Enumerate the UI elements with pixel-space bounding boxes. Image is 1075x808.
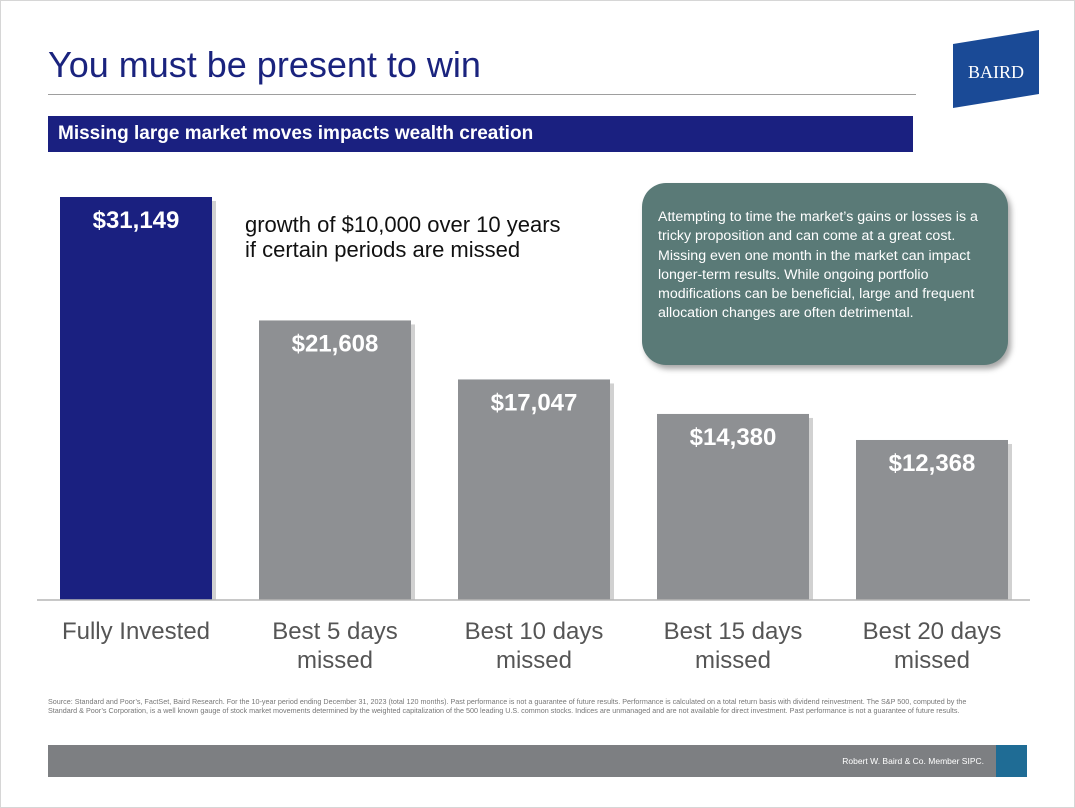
title-divider [48, 94, 916, 95]
source-footnote: Source: Standard and Poor’s, FactSet, Ba… [48, 697, 967, 715]
footer-accent [996, 745, 1027, 777]
slide-title: You must be present to win [48, 44, 481, 85]
callout-text: Attempting to time the market’s gains or… [658, 209, 978, 322]
subtitle-line-2: if certain periods are missed [245, 237, 521, 262]
callout-box: Attempting to time the market’s gains or… [642, 183, 1008, 365]
footer-bar: Robert W. Baird & Co. Member SIPC. [48, 745, 996, 777]
subtitle-line-1: growth of $10,000 over 10 years [245, 212, 561, 237]
chart-subtitle: growth of $10,000 over 10 years if certa… [245, 212, 561, 262]
section-banner: Missing large market moves impacts wealt… [48, 116, 913, 152]
logo-text: BAIRD [968, 62, 1024, 82]
footer-text: Robert W. Baird & Co. Member SIPC. [842, 756, 984, 766]
baird-logo: BAIRD [953, 30, 1039, 108]
